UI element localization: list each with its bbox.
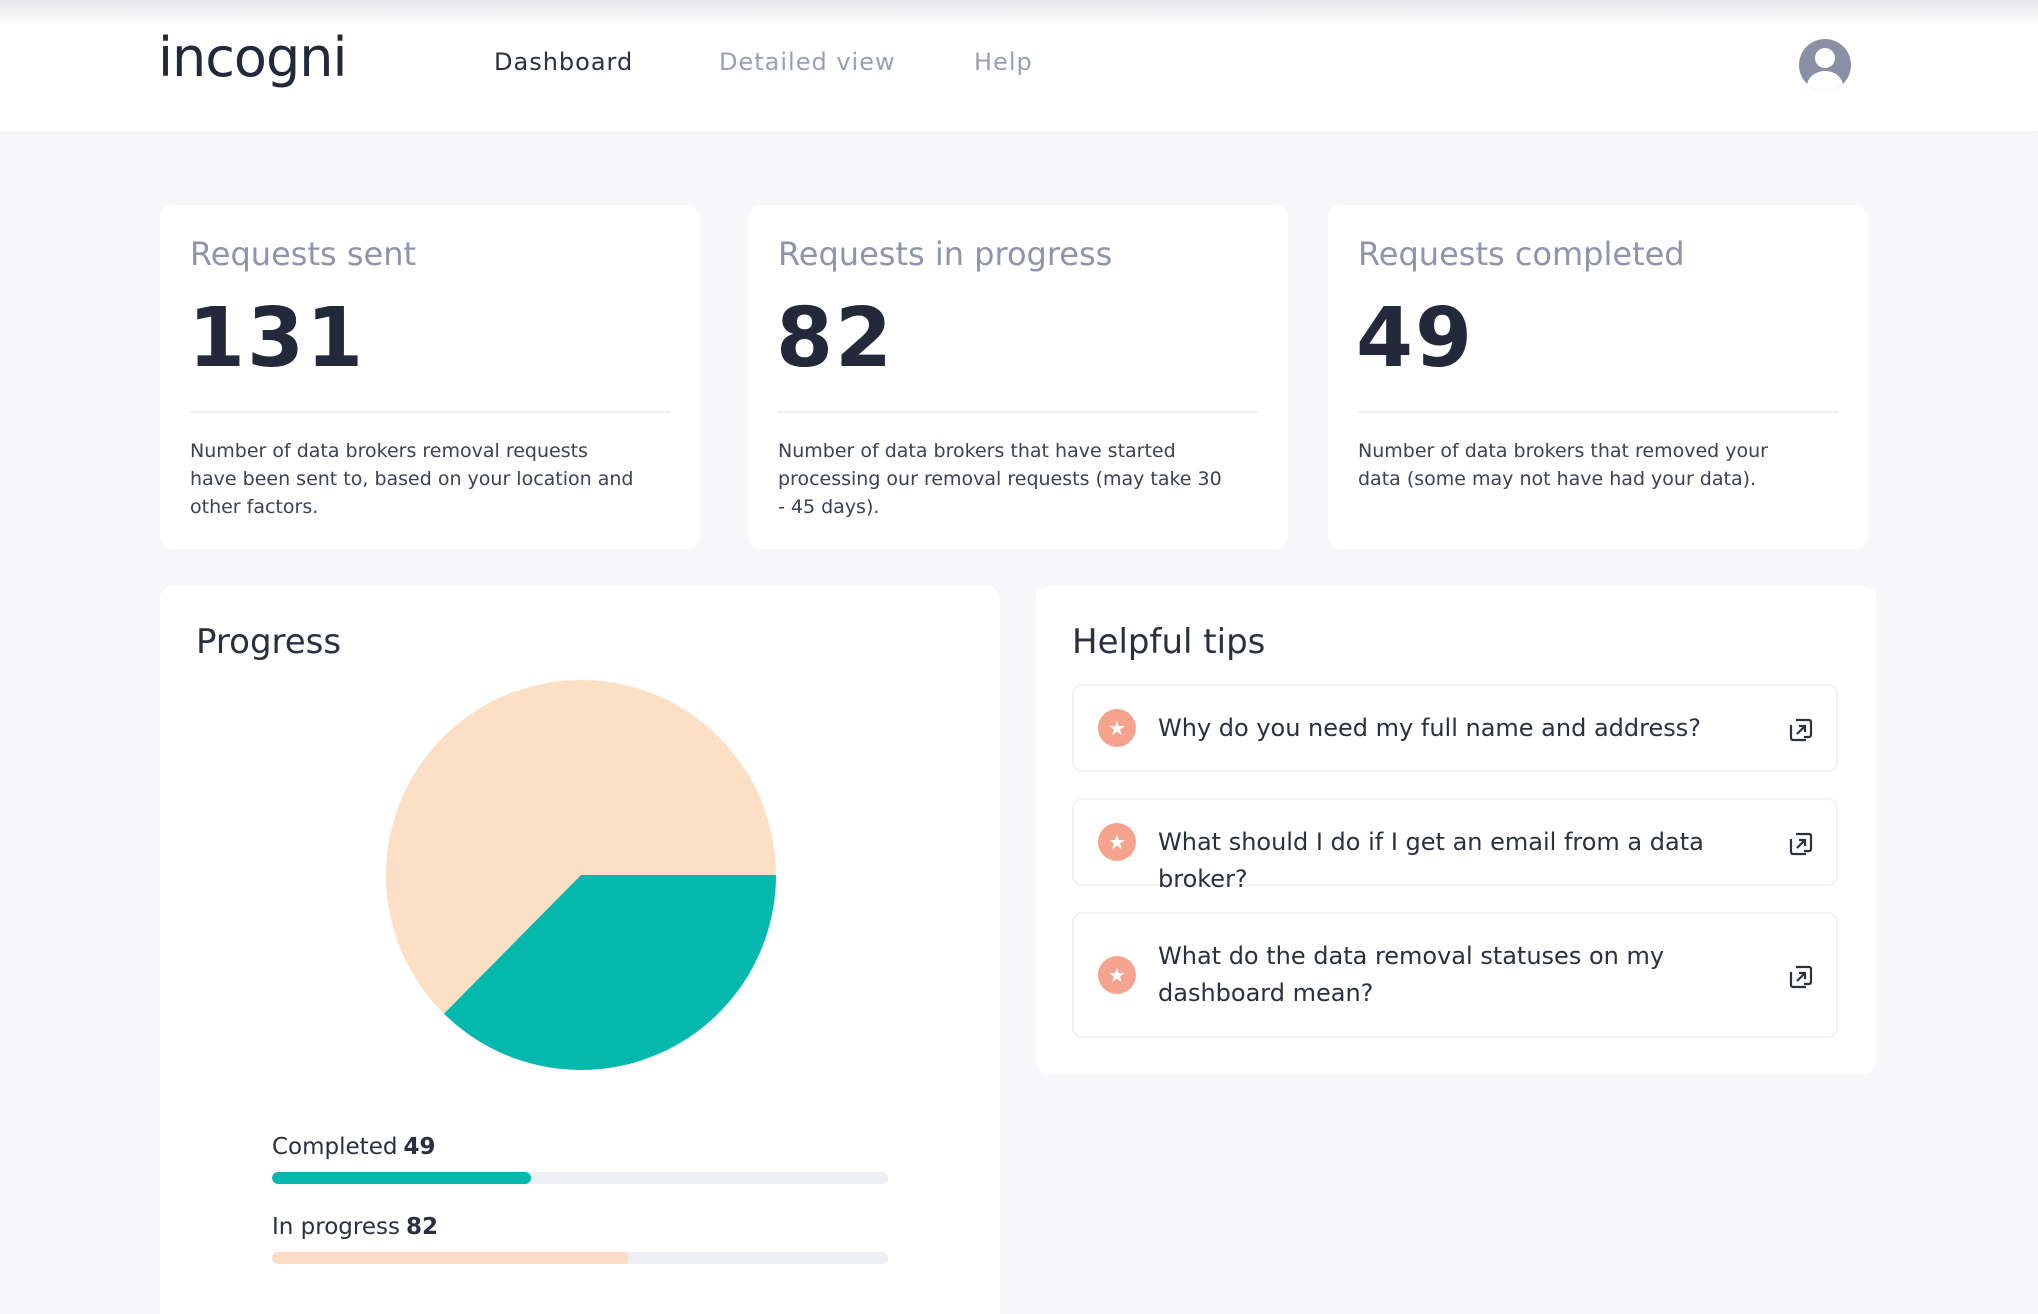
star-icon: ★: [1098, 956, 1136, 994]
nav-dashboard[interactable]: Dashboard: [494, 48, 634, 76]
external-link-icon[interactable]: [1788, 964, 1814, 990]
helpful-tips-title: Helpful tips: [1072, 622, 1266, 662]
external-link-icon[interactable]: [1788, 831, 1814, 857]
tip-text: What do the data removal statuses on my …: [1158, 942, 1665, 1007]
top-navigation-bar: incogni Dashboard Detailed view Help: [0, 0, 2038, 131]
nav-help[interactable]: Help: [974, 48, 1033, 76]
in-progress-bar-fill: [272, 1252, 630, 1264]
completed-bar-label: Completed 49: [272, 1134, 435, 1160]
incogni-logo[interactable]: incogni: [158, 26, 347, 89]
star-icon: ★: [1098, 709, 1136, 747]
stat-card-requests-completed: Requests completed 49 Number of data bro…: [1328, 205, 1868, 549]
divider: [778, 411, 1258, 413]
completed-label-text: Completed: [272, 1134, 398, 1160]
completed-progress-bar: [272, 1172, 888, 1184]
stat-card-requests-in-progress: Requests in progress 82 Number of data b…: [748, 205, 1288, 549]
stat-description: Number of data brokers that removed your…: [1358, 440, 1768, 490]
tip-item-full-name-address[interactable]: ★ Why do you need my full name and addre…: [1072, 684, 1838, 772]
stat-card-requests-sent: Requests sent 131 Number of data brokers…: [160, 205, 700, 549]
progress-card: Progress Completed 49 In progress 82: [160, 586, 1000, 1314]
stat-title: Requests sent: [190, 235, 417, 273]
divider: [190, 411, 670, 413]
progress-title: Progress: [196, 622, 342, 662]
stat-title: Requests completed: [1358, 235, 1685, 273]
in-progress-bar-label: In progress 82: [272, 1214, 438, 1240]
divider: [1358, 411, 1838, 413]
nav-detailed-view[interactable]: Detailed view: [719, 48, 896, 76]
helpful-tips-card: Helpful tips ★ Why do you need my full n…: [1036, 586, 1876, 1074]
tip-item-removal-statuses[interactable]: ★ What do the data removal statuses on m…: [1072, 912, 1838, 1038]
pie-slice-in-progress: [386, 680, 776, 1014]
star-icon: ★: [1098, 823, 1136, 861]
user-avatar-icon[interactable]: [1799, 39, 1851, 91]
stat-value: 82: [776, 291, 895, 386]
stat-title: Requests in progress: [778, 235, 1113, 273]
pie-slice-completed: [443, 875, 776, 1070]
progress-pie-chart: [386, 680, 776, 1070]
completed-count: 49: [403, 1134, 436, 1160]
external-link-icon[interactable]: [1788, 717, 1814, 743]
tip-item-email-from-broker[interactable]: ★ What should I do if I get an email fro…: [1072, 798, 1838, 893]
avatar-body-shape: [1807, 71, 1843, 91]
in-progress-progress-bar: [272, 1252, 888, 1264]
in-progress-count: 82: [405, 1214, 438, 1240]
stat-value: 49: [1356, 291, 1475, 386]
avatar-head-shape: [1815, 48, 1835, 68]
stat-description: Number of data brokers removal requests …: [190, 440, 634, 518]
in-progress-label-text: In progress: [272, 1214, 400, 1240]
stat-value: 131: [188, 291, 366, 386]
stat-description: Number of data brokers that have started…: [778, 440, 1222, 518]
completed-bar-fill: [272, 1172, 531, 1184]
tip-text: What should I do if I get an email from …: [1158, 828, 1704, 893]
tip-text: Why do you need my full name and address…: [1158, 714, 1701, 742]
